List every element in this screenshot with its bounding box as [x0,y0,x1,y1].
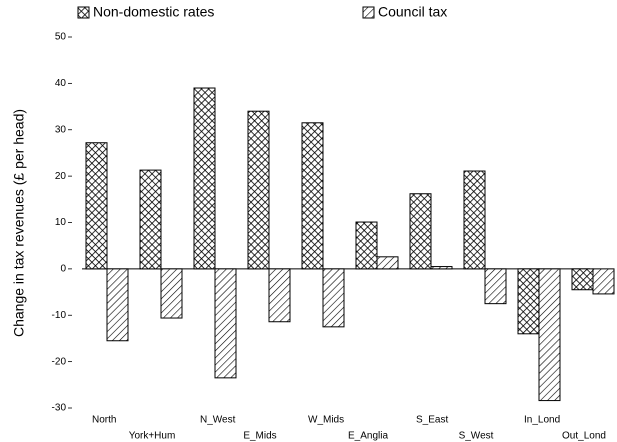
x-tick-label: North [92,415,116,426]
legend-text: Council tax [378,4,447,20]
bar [376,256,399,270]
x-tick-label: York+Hum [129,431,176,442]
bar [268,268,291,323]
bar [430,266,453,270]
x-tick-label: S_West [459,431,494,442]
x-tick-label: E_Mids [243,431,276,442]
bar [106,268,129,342]
y-tick-label: 0 [60,264,66,275]
x-tick-label: In_Lond [524,415,560,426]
bar [193,87,216,270]
x-tick-label: S_East [416,415,448,426]
y-tick-label: 50 [55,32,67,43]
bar [409,193,432,270]
y-tick-label: -30 [52,403,67,414]
bar [463,170,486,270]
legend-swatch [362,6,375,19]
bar [592,268,615,295]
y-tick-label: -20 [52,356,67,367]
bar [85,142,108,270]
y-axis-title: Change in tax revenues (£ per head) [11,109,27,337]
bar [538,268,561,402]
bar [247,110,270,270]
bar [160,268,183,319]
bar [355,221,378,270]
bar [571,268,594,291]
y-tick-label: 30 [55,124,67,135]
bar [301,122,324,270]
x-tick-label: N_West [200,415,236,426]
x-tick-label: W_Mids [308,415,344,426]
bar [484,268,507,305]
y-tick-label: 10 [55,217,67,228]
y-tick-label: 40 [55,78,67,89]
legend-swatch [77,6,90,19]
bar [322,268,345,328]
y-tick-label: -10 [52,310,67,321]
x-tick-label: Out_Lond [562,431,606,442]
legend-text: Non-domestic rates [93,4,214,20]
bar [214,268,237,379]
bar [139,169,162,270]
x-tick-label: E_Anglia [348,431,388,442]
y-tick-label: 20 [55,171,67,182]
bar [517,268,540,335]
